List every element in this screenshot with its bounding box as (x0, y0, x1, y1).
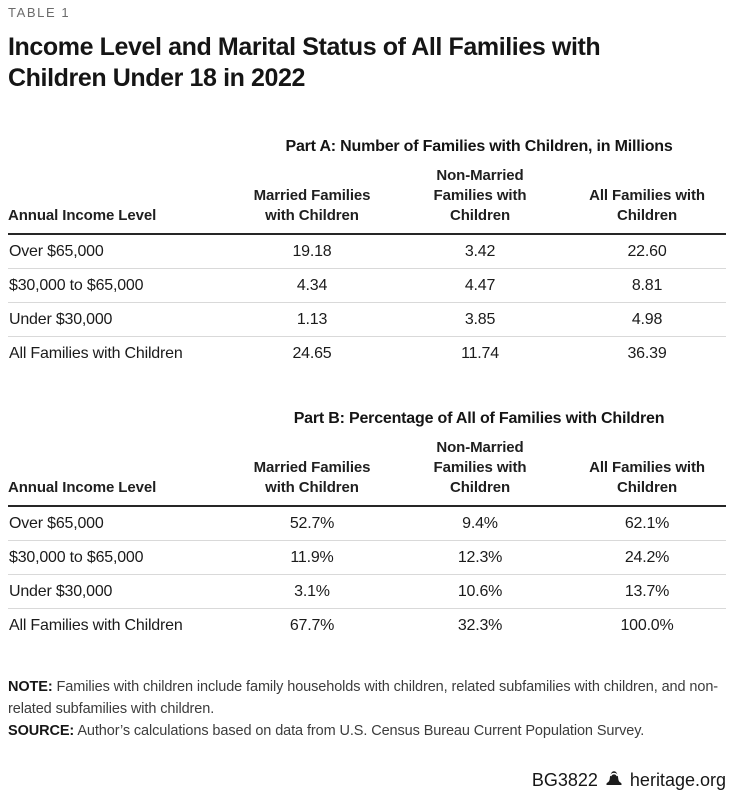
cell-all: 24.2% (568, 540, 727, 575)
liberty-bell-icon (605, 770, 623, 791)
cell-married: 19.18 (232, 234, 392, 269)
part-b-table: Part B: Percentage of All of Families wi… (8, 410, 727, 643)
note-label: NOTE: (8, 679, 53, 695)
source-text: Author’s calculations based on data from… (77, 723, 645, 739)
document-id: BG3822 (531, 770, 598, 790)
column-header-income: Annual Income Level (8, 166, 232, 235)
cell-nonmarried: 4.47 (392, 268, 568, 303)
cell-all: 36.39 (627, 344, 667, 362)
cell-nonmarried: 9.4% (392, 506, 568, 541)
cell-all: 22.60 (568, 234, 727, 269)
site-link: heritage.org (629, 770, 726, 790)
column-header-married: Married Families with Children (232, 438, 392, 507)
column-header-all: All Families with Children (568, 438, 727, 507)
cell-married: 52.7% (232, 506, 392, 541)
cell-married: 4.34 (232, 268, 392, 303)
part-a-table: Part A: Number of Families with Children… (8, 138, 727, 371)
table-row: Over $65,000 52.7% 9.4% 62.1% (8, 506, 727, 541)
cell-all: 13.7% (568, 574, 727, 609)
spacer-cell (8, 138, 232, 166)
table-row: All Families with Children 24.65 11.74 3… (8, 337, 726, 371)
source-label: SOURCE: (8, 723, 75, 739)
page-title: Income Level and Marital Status of All F… (8, 33, 601, 92)
table-row: $30,000 to $65,000 4.34 4.47 8.81 (8, 268, 727, 303)
cell-married: 3.1% (232, 574, 392, 609)
cell-nonmarried: 11.74 (461, 344, 499, 362)
part-a-heading: Part A: Number of Families with Children… (285, 138, 673, 155)
row-label: Under $30,000 (8, 302, 232, 337)
part-a-column-header-row: Annual Income Level Married Families wit… (8, 166, 727, 235)
table-row: Under $30,000 1.13 3.85 4.98 (8, 302, 727, 337)
table-row: $30,000 to $65,000 11.9% 12.3% 24.2% (8, 540, 727, 575)
cell-all: 8.81 (568, 268, 727, 303)
cell-all: 100.0% (620, 616, 674, 634)
part-b-heading-row: Part B: Percentage of All of Families wi… (8, 410, 726, 438)
cell-all: 62.1% (568, 506, 727, 541)
spacer-cell (8, 410, 232, 438)
part-b-heading: Part B: Percentage of All of Families wi… (293, 410, 665, 427)
column-header-married: Married Families with Children (232, 166, 392, 235)
table-row: Under $30,000 3.1% 10.6% 13.7% (8, 574, 727, 609)
column-header-nonmarried: Non-Married Families with Children (392, 166, 568, 235)
column-header-income: Annual Income Level (8, 438, 232, 507)
figure-footer: BG3822 heritage.org (8, 770, 726, 791)
row-label: All Families with Children (9, 616, 183, 634)
cell-married: 11.9% (232, 540, 392, 575)
source-line: SOURCE: Author’s calculations based on d… (8, 720, 726, 742)
column-header-nonmarried: Non-Married Families with Children (392, 438, 568, 507)
cell-married: 67.7% (289, 616, 335, 634)
cell-nonmarried: 3.85 (392, 302, 568, 337)
cell-married: 1.13 (232, 302, 392, 337)
row-label: $30,000 to $65,000 (8, 540, 232, 575)
row-label: Over $65,000 (8, 234, 232, 269)
notes-block: NOTE: Families with children include fam… (8, 676, 726, 742)
row-label: Under $30,000 (8, 574, 232, 609)
note-text: Families with children include family ho… (8, 679, 719, 717)
note-line: NOTE: Families with children include fam… (8, 676, 726, 720)
table-row: All Families with Children 67.7% 32.3% 1… (8, 609, 726, 643)
cell-all: 4.98 (568, 302, 727, 337)
cell-nonmarried: 3.42 (392, 234, 568, 269)
table-tag: TABLE 1 (8, 5, 71, 20)
row-label: Over $65,000 (8, 506, 232, 541)
table-row: Over $65,000 19.18 3.42 22.60 (8, 234, 727, 269)
cell-nonmarried: 10.6% (392, 574, 568, 609)
cell-nonmarried: 12.3% (392, 540, 568, 575)
cell-married: 24.65 (292, 344, 332, 362)
row-label: $30,000 to $65,000 (8, 268, 232, 303)
row-label: All Families with Children (9, 344, 183, 362)
column-header-all: All Families with Children (568, 166, 727, 235)
part-b-column-header-row: Annual Income Level Married Families wit… (8, 438, 727, 507)
cell-nonmarried: 32.3% (457, 616, 503, 634)
part-a-heading-row: Part A: Number of Families with Children… (8, 138, 726, 166)
